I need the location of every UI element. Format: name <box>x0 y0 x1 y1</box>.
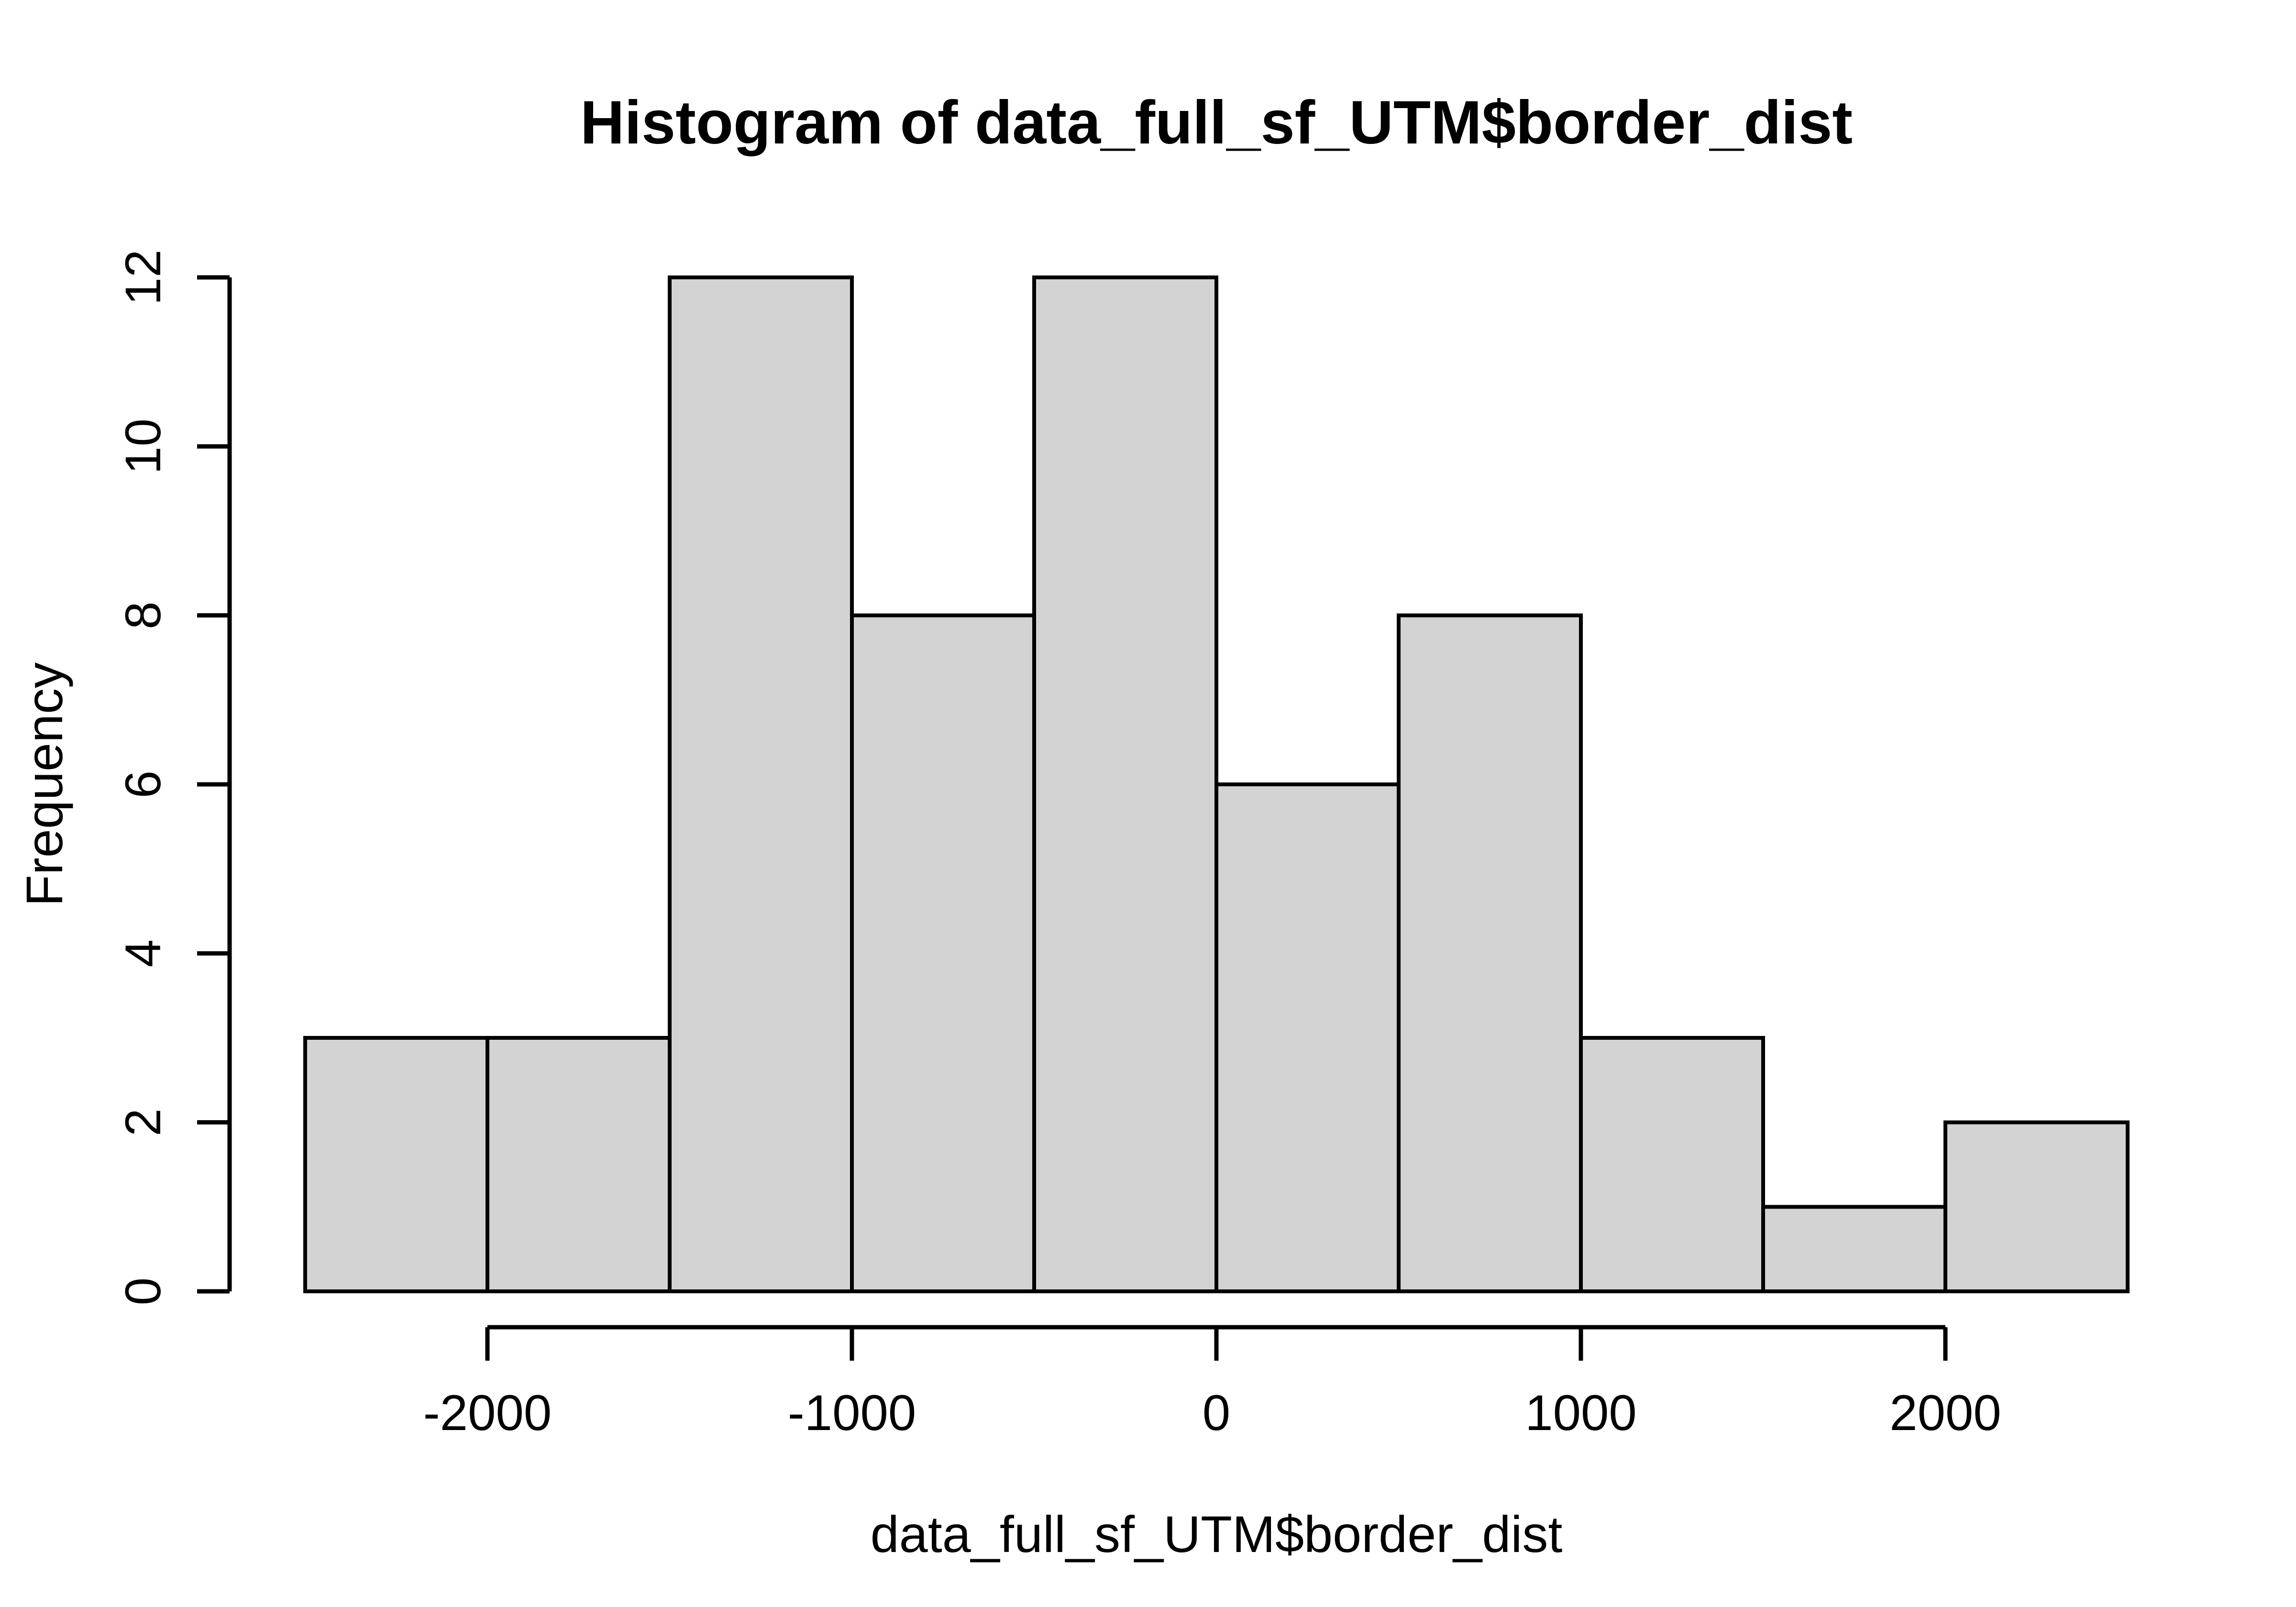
histogram-bar <box>1579 1036 1765 1293</box>
y-axis: 0 2 4 6 8 10 12 <box>115 250 232 1305</box>
chart-title: Histogram of data_full_sf_UTM$border_dis… <box>580 88 1853 157</box>
y-axis-tick-label: 2 <box>115 1108 171 1136</box>
histogram-bar <box>303 1036 489 1293</box>
histogram-bar <box>1397 613 1583 1293</box>
histogram-bar <box>1032 275 1218 1293</box>
histogram-bar <box>1761 1205 1947 1293</box>
y-axis-tick-label: 4 <box>115 939 171 967</box>
x-axis-tick-label: 1000 <box>1525 1385 1637 1441</box>
x-axis-tick-label: 0 <box>1203 1385 1230 1441</box>
y-axis-tick-label: 12 <box>115 250 171 306</box>
y-axis-tick-label: 10 <box>115 418 171 474</box>
y-axis-label: Frequency <box>15 662 73 906</box>
histogram-bar <box>850 613 1036 1293</box>
histogram-bar <box>1943 1120 2130 1294</box>
histogram-bars-group <box>303 275 2130 1294</box>
x-axis-tick-label: -1000 <box>788 1385 916 1441</box>
y-axis-tick-label: 6 <box>115 770 171 798</box>
y-axis-tick-label: 0 <box>115 1277 171 1305</box>
histogram-bar <box>1214 782 1401 1293</box>
x-axis-tick-label: 2000 <box>1889 1385 2001 1441</box>
x-axis-tick-label: -2000 <box>423 1385 552 1441</box>
histogram-bar <box>486 1036 672 1293</box>
histogram-bar <box>668 275 854 1293</box>
y-axis-tick-label: 8 <box>115 601 171 629</box>
x-axis-label: data_full_sf_UTM$border_dist <box>871 1505 1563 1563</box>
x-axis: -2000 -1000 0 1000 2000 <box>423 1325 2001 1441</box>
